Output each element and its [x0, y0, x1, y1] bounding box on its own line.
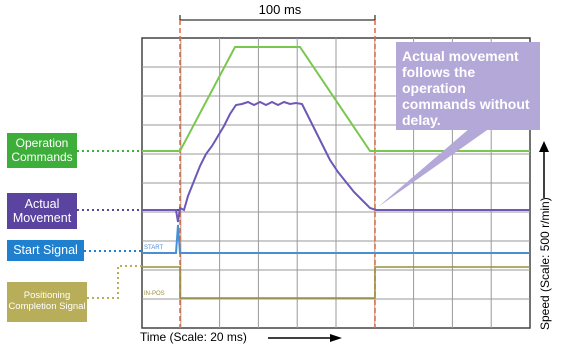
- start-signal-trace: [142, 224, 530, 254]
- actual-movement-trace: [142, 100, 530, 223]
- start-signal-label: Start Signal: [7, 240, 84, 261]
- actual-movement-label: Actual Movement: [7, 193, 77, 229]
- operation-commands-trace: [142, 46, 530, 152]
- callout-box: [396, 42, 540, 130]
- start-trace-tag: START: [144, 245, 163, 251]
- time-arrow-head: [330, 334, 342, 342]
- pos-leader: [87, 265, 142, 299]
- actual-movement-text: Actual Movement: [12, 196, 72, 225]
- interval-label: 100 ms: [258, 2, 302, 17]
- speed-arrow-head: [539, 141, 549, 152]
- start-signal-text: Start Signal: [13, 243, 78, 258]
- positioning-completion-text: Positioning Completion Signal: [8, 290, 86, 312]
- positioning-completion-label: Positioning Completion Signal: [7, 282, 87, 322]
- operation-commands-text: Operation Commands: [11, 135, 73, 164]
- inpos-trace-tag: IN-POS: [144, 291, 165, 297]
- operation-commands-label: Operation Commands: [7, 133, 77, 168]
- time-axis-label: Time (Scale: 20 ms): [140, 330, 247, 344]
- speed-axis-label: Speed (Scale: 500 r/min): [538, 197, 552, 330]
- positioning-completion-trace: [142, 266, 530, 299]
- callout-text: Actual movement follows the operation co…: [402, 48, 530, 128]
- callout-pointer: [378, 128, 490, 207]
